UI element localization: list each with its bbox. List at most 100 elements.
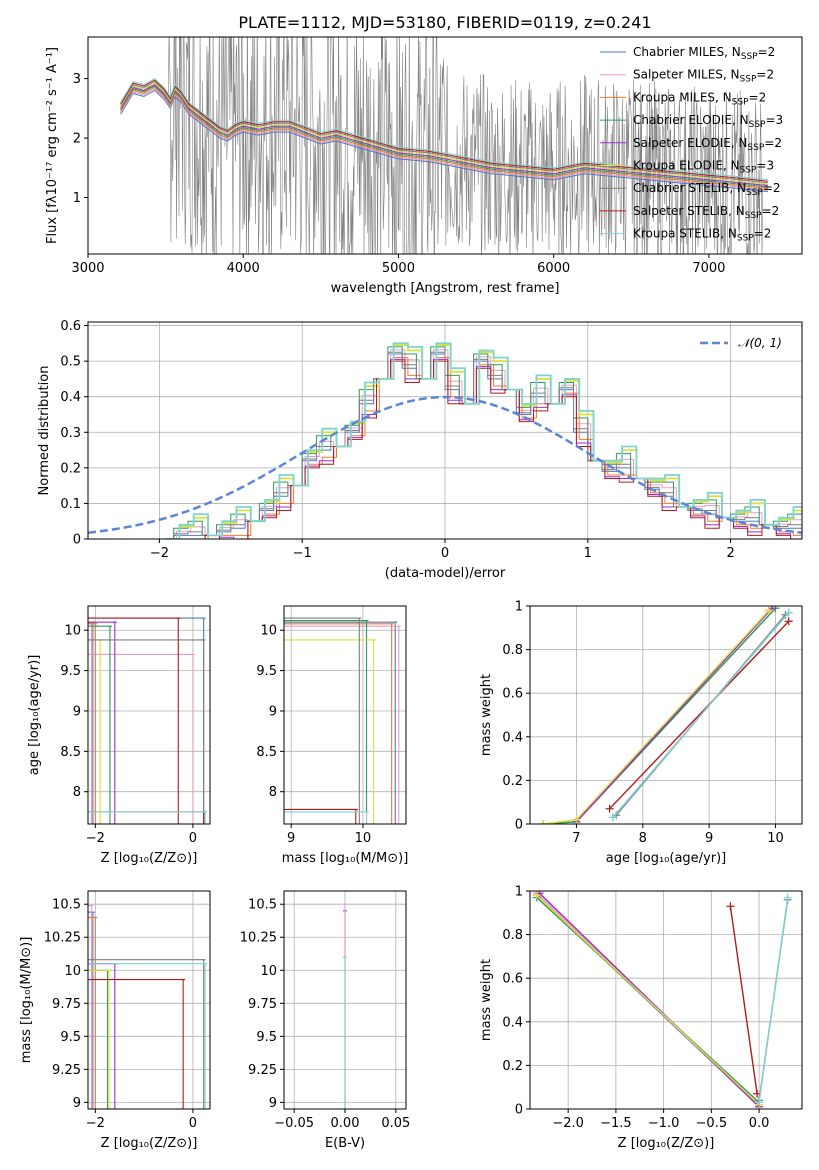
y-tick-label: 0.2 (60, 461, 81, 476)
legend-sub: SSP (747, 143, 764, 153)
y-tick-label: 10 (64, 964, 81, 979)
x-axis-label: Z [log₁₀(Z/Z⊙)] (101, 851, 198, 866)
model-fit-4 (120, 83, 768, 187)
y-tick-label: 0.5 (60, 355, 81, 370)
legend-text: Chabrier ELODIE, N (633, 113, 749, 127)
x-tick-label: −2 (150, 546, 169, 561)
legend-suffix: =2 (758, 45, 776, 59)
residual-hist-6 (159, 351, 802, 539)
axes-frame (283, 890, 407, 1110)
y-tick-label: 9.25 (52, 1063, 81, 1078)
model-fit-3 (120, 85, 768, 188)
y-tick-label: 0.8 (502, 928, 523, 943)
legend-label: Salpeter MILES, NSSP=2 (633, 68, 774, 85)
weight-line-8 (612, 612, 790, 818)
observed-spectrum (120, 37, 768, 254)
x-tick-label: −2 (86, 1116, 105, 1131)
legend-text: Salpeter MILES, N (633, 68, 740, 82)
model-fit-6 (120, 80, 768, 184)
residual-hist-7 (162, 360, 802, 539)
x-axis-label: Z [log₁₀(Z/Z⊙)] (618, 1136, 715, 1151)
weight-marker (608, 813, 617, 822)
weight-marker (784, 617, 793, 626)
panel-massweight_vs_Z: −2.0 −1.5 −1.0 −0.5 0.0 0 0.2 0.4 0.6 0.8 1 Z [log₁… (479, 885, 803, 1151)
weight-marker (605, 804, 614, 813)
x-tick-label: 1 (584, 546, 592, 561)
y-tick-label: 9 (269, 1096, 277, 1111)
x-axis-label: Z [log₁₀(Z/Z⊙)] (101, 1136, 198, 1151)
panel-mass_vs_Z: −2 0 9 9.25 9.5 9.75 10 10.25 10.5 Z [log₁₀(Z/Z⊙)… (19, 890, 211, 1151)
y-tick-label: 0.6 (502, 687, 523, 702)
y-tick-label: 8.5 (60, 745, 81, 760)
legend-sub: SSP (745, 211, 762, 221)
y-tick-label: 1 (515, 600, 523, 615)
y-tick-label: 0.2 (502, 774, 523, 789)
x-tick-label: 5000 (382, 261, 415, 276)
x-tick-label: 7 (572, 831, 580, 846)
model-fit-0 (120, 89, 768, 193)
y-tick-label: 0.6 (60, 319, 81, 334)
y-tick-label: 9.5 (60, 1030, 81, 1045)
y-tick-label: 2 (73, 132, 81, 147)
legend-suffix: =2 (754, 227, 772, 241)
x-tick-label: −0.05 (274, 1116, 314, 1131)
legend-sub: SSP (749, 120, 766, 130)
y-tick-label: 10.5 (248, 898, 277, 913)
axes-frame (87, 36, 803, 255)
y-tick-label: 0.4 (60, 390, 81, 405)
legend-text: Kroupa MILES, N (633, 90, 732, 104)
legend-text: Chabrier STELIB, N (633, 181, 746, 195)
y-tick-label: 9.5 (256, 664, 277, 679)
legend-gauss-label: 𝒩(0, 1) (738, 336, 782, 350)
y-tick-label: 3 (73, 72, 81, 87)
legend-suffix: =2 (763, 181, 781, 195)
legend-suffix: =2 (756, 68, 774, 82)
y-tick-label: 1 (73, 191, 81, 206)
panel-mass_vs_EBV: −0.05 0.00 0.05 9 9.25 9.5 9.75 10 10.25 10.5 E(B-… (240, 890, 410, 1151)
legend-suffix: =3 (756, 159, 774, 173)
axes-frame (529, 890, 803, 1110)
legend-label: Chabrier MILES, NSSP=2 (633, 45, 775, 62)
x-tick-label: 0 (441, 546, 449, 561)
y-tick-label: 0 (73, 533, 81, 548)
residual-hist-2 (165, 357, 802, 539)
weight-line-5 (536, 894, 760, 1106)
x-axis-label: E(B-V) (325, 1136, 365, 1151)
x-tick-label: 0.05 (381, 1116, 410, 1131)
y-tick-label: 1 (515, 885, 523, 900)
weight-marker (572, 815, 581, 824)
y-tick-label: 0.4 (502, 730, 523, 745)
panel-spectrum: 3000 4000 5000 6000 7000 1 2 3 wavelength [Angst… (45, 36, 803, 296)
x-tick-label: −2 (86, 831, 105, 846)
x-axis-label: (data-model)/error (385, 566, 506, 581)
y-tick-label: 8.5 (256, 745, 277, 760)
x-tick-label: −1.5 (600, 1116, 632, 1131)
y-tick-label: 8 (73, 785, 81, 800)
weight-marker (764, 606, 773, 615)
y-tick-label: 0 (515, 818, 523, 833)
x-tick-label: 6000 (537, 261, 570, 276)
legend-suffix: =3 (765, 113, 783, 127)
plot-area (530, 606, 802, 824)
legend-text: Salpeter STELIB, N (633, 204, 745, 218)
y-axis-label: mass weight (479, 959, 494, 1041)
gaussian-curve (88, 395, 802, 535)
y-tick-label: 0.6 (502, 972, 523, 987)
y-tick-label: 0 (515, 1103, 523, 1118)
weight-line-7 (729, 906, 758, 1094)
legend-label: Kroupa MILES, NSSP=2 (633, 90, 766, 107)
x-axis-label: wavelength [Angstrom, rest frame] (331, 281, 560, 296)
axes-frame (87, 321, 803, 540)
legend-text: Kroupa ELODIE, N (633, 159, 740, 173)
weight-marker (539, 820, 548, 824)
legend-sub: SSP (741, 52, 758, 62)
residual-hist-3 (159, 346, 802, 539)
y-tick-label: 10.25 (44, 931, 81, 946)
legend-label: Kroupa ELODIE, NSSP=3 (633, 159, 774, 176)
y-tick-label: 9.5 (256, 1030, 277, 1045)
x-tick-label: −2.0 (552, 1116, 584, 1131)
model-fit-1 (120, 88, 768, 191)
y-tick-label: 9.25 (248, 1063, 277, 1078)
x-tick-label: 2 (726, 546, 734, 561)
